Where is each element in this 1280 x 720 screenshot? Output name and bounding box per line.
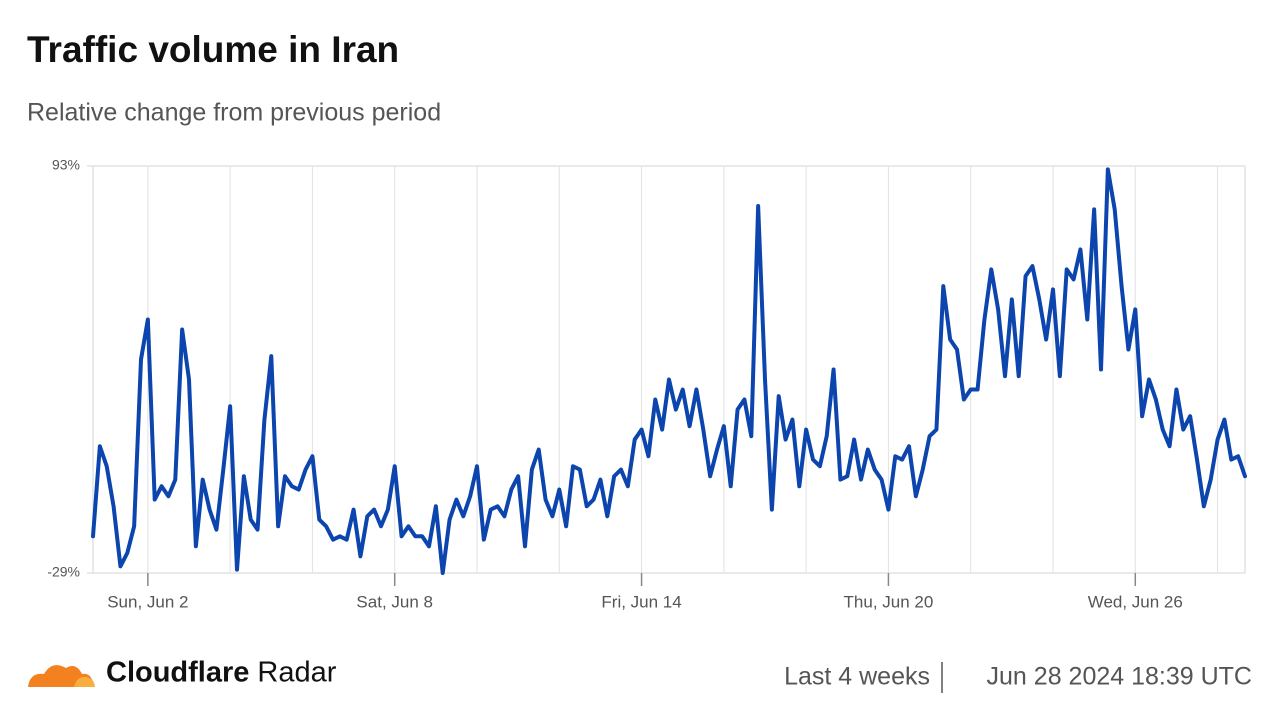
- x-tick-label: Thu, Jun 20: [844, 592, 934, 611]
- logo: [28, 665, 95, 687]
- chart-title: Traffic volume in Iran: [27, 29, 399, 70]
- period: Last 4 weeks: [784, 663, 930, 691]
- brand-name: Cloudflare: [106, 657, 249, 689]
- y-tick-label: 93%: [52, 157, 80, 173]
- x-tick-label: Sat, Jun 8: [356, 592, 433, 611]
- y-tick-label: -29%: [47, 564, 80, 580]
- x-tick-label: Sun, Jun 2: [107, 592, 188, 611]
- timestamp: Jun 28 2024 18:39 UTC: [987, 663, 1252, 691]
- chart-subtitle: Relative change from previous period: [27, 99, 441, 127]
- x-tick-label: Wed, Jun 26: [1088, 592, 1183, 611]
- product-name: Radar: [257, 657, 336, 689]
- series-line: [91, 167, 1247, 575]
- plot-frame: [92, 165, 1246, 574]
- plot: [91, 167, 1247, 575]
- grid: [87, 165, 1219, 586]
- x-tick-label: Fri, Jun 14: [601, 592, 681, 611]
